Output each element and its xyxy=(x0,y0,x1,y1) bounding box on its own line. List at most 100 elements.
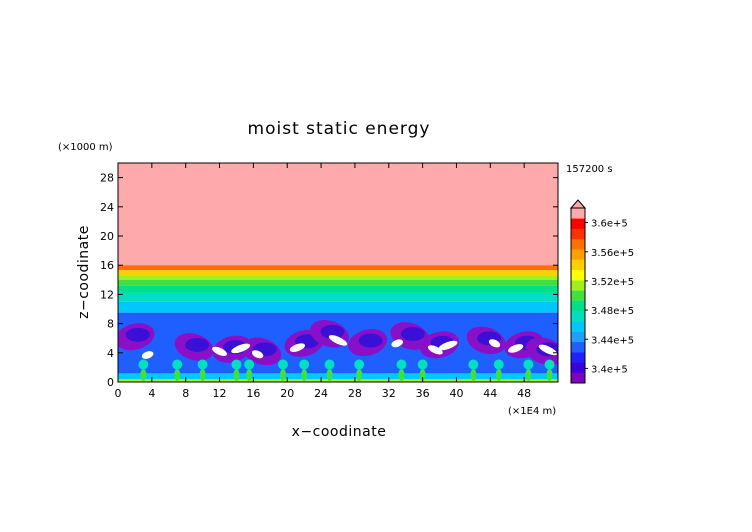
x-tick-label: 8 xyxy=(182,387,189,400)
colorbar-label: 3.56e+5 xyxy=(591,248,634,259)
below-range-patch xyxy=(508,344,524,353)
surface-plume-top xyxy=(354,359,365,370)
x-axis: 0 4 8 12 16 20 24 28 32 36 40 44 48 xyxy=(115,163,531,400)
surface-plume xyxy=(301,368,308,381)
x-tick-label: 0 xyxy=(115,387,122,400)
y-axis-label: z−coodinate xyxy=(76,225,92,319)
y-tick-label: 28 xyxy=(100,172,114,185)
field-layer-6 xyxy=(118,292,558,302)
surface-layer xyxy=(118,373,558,382)
colorbar-label: 3.4e+5 xyxy=(591,364,628,375)
surface-plume xyxy=(199,368,206,381)
colorbar-segment xyxy=(571,310,585,322)
surface-plume-top xyxy=(523,359,534,370)
colorbar-segment xyxy=(571,218,585,229)
colorbar-segment xyxy=(571,259,585,271)
chart-title: moist static energy xyxy=(248,119,431,139)
y-tick-label: 8 xyxy=(107,318,114,331)
surface-plume xyxy=(495,368,502,381)
colorbar-label: 3.44e+5 xyxy=(591,335,634,346)
x-tick-label: 4 xyxy=(148,387,155,400)
low-mse-core xyxy=(185,337,210,352)
field-layer-7 xyxy=(118,301,558,313)
below-range-patch xyxy=(289,343,305,352)
colorbar-segment xyxy=(571,249,585,260)
surface-plume xyxy=(174,368,181,381)
surface-plume xyxy=(398,368,405,381)
field-layer-0 xyxy=(118,163,558,266)
colorbar-segment xyxy=(571,269,585,281)
surface-plume-top xyxy=(138,359,149,370)
surface-plume-top xyxy=(324,359,335,370)
surface-plume xyxy=(525,368,532,381)
field-layer-4 xyxy=(118,279,558,286)
surface-plume-top xyxy=(278,359,288,370)
x-tick-label: 16 xyxy=(246,387,260,400)
surface-plume xyxy=(470,368,477,381)
colorbar-segment xyxy=(571,362,585,374)
surface-plume-top xyxy=(417,359,428,370)
colorbar-segment xyxy=(571,228,585,240)
y-axis: 0 4 8 12 16 20 24 28 xyxy=(100,172,558,389)
surface-plume-top xyxy=(396,359,407,370)
below-range-patch xyxy=(141,351,154,359)
colorbar-label: 3.52e+5 xyxy=(591,277,634,288)
surface-plume-top xyxy=(172,359,183,370)
low-mse-core xyxy=(320,324,345,339)
surface-plume xyxy=(246,368,253,381)
x-tick-label: 48 xyxy=(517,387,531,400)
below-range-patch xyxy=(212,346,227,356)
below-range-patch xyxy=(438,340,458,351)
field-layer-5 xyxy=(118,285,558,293)
below-range-patch xyxy=(251,350,264,359)
y-tick-label: 4 xyxy=(107,347,114,360)
y-tick-label: 24 xyxy=(100,201,114,214)
colorbar-label: 3.48e+5 xyxy=(591,306,634,317)
x-tick-label: 44 xyxy=(483,387,497,400)
field-layer-2 xyxy=(118,270,558,276)
colorbar-segment xyxy=(571,331,585,343)
colorbar-label: 3.6e+5 xyxy=(591,219,628,230)
surface-plume-top xyxy=(244,359,255,370)
surface-plume xyxy=(233,368,240,381)
below-range-patch xyxy=(391,339,403,348)
y-tick-label: 0 xyxy=(107,376,114,389)
surface-plume xyxy=(280,368,286,381)
low-mse-core xyxy=(358,333,383,348)
surface-plume-top xyxy=(231,359,242,370)
surface-plume xyxy=(140,368,147,381)
x-tick-label: 24 xyxy=(314,387,328,400)
surface-plume-top xyxy=(544,359,555,370)
colorbar-segment xyxy=(571,208,585,219)
x-tick-label: 12 xyxy=(213,387,227,400)
x-tick-label: 36 xyxy=(416,387,430,400)
colorbar-segment xyxy=(571,238,585,250)
x-tick-label: 28 xyxy=(348,387,362,400)
below-range-patch xyxy=(231,343,251,354)
surface-plume xyxy=(326,368,333,381)
y-tick-label: 12 xyxy=(100,288,114,301)
colorbar-segment xyxy=(571,372,585,384)
plot-frame xyxy=(117,162,559,383)
colorbar-segment xyxy=(571,290,585,301)
x-tick-label: 20 xyxy=(280,387,294,400)
surface-plume-top xyxy=(197,359,208,370)
y-tick-label: 16 xyxy=(100,259,114,272)
colorbar-segment xyxy=(571,341,585,353)
colorbar-segment xyxy=(571,352,585,363)
y-tick-label: 20 xyxy=(100,230,114,243)
x-axis-label: x−coodinate xyxy=(292,424,387,440)
surface-plume-top xyxy=(493,359,504,370)
colorbar-segment xyxy=(571,321,585,332)
colorbar-segment xyxy=(571,280,585,291)
surface-plume xyxy=(356,368,363,381)
x-unit-label: (×1E4 m) xyxy=(508,406,556,417)
colorbar-extend-arrow xyxy=(569,199,587,209)
surface-plume xyxy=(419,368,426,381)
surface-band xyxy=(118,379,558,382)
field-layer-1 xyxy=(118,265,558,271)
surface-plume-top xyxy=(468,359,479,370)
x-tick-label: 40 xyxy=(449,387,463,400)
y-unit-label: (×1000 m) xyxy=(58,142,113,153)
